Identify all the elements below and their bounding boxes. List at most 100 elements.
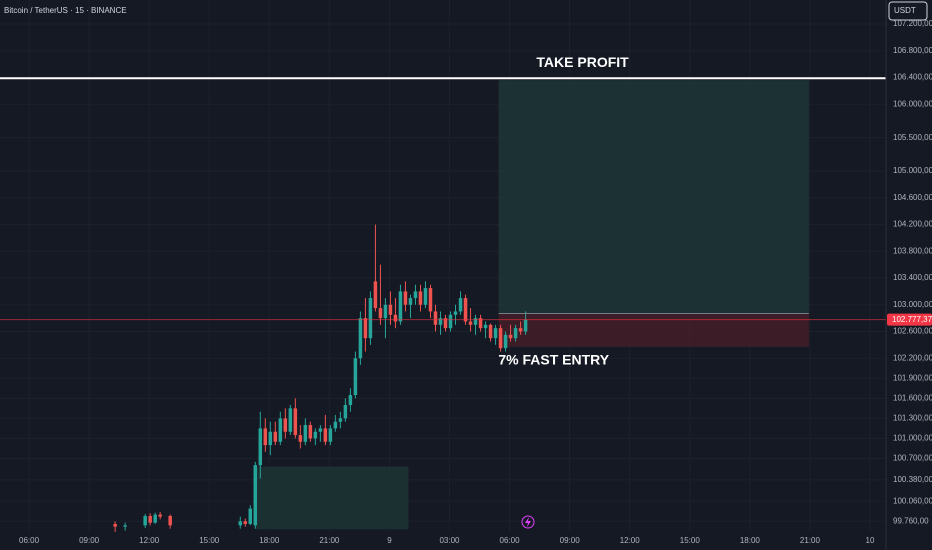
x-tick-label: 21:00 bbox=[319, 536, 340, 545]
x-tick-label: 10 bbox=[866, 536, 875, 545]
y-tick-label: 104.200,00 bbox=[893, 220, 932, 229]
candle-body bbox=[253, 465, 258, 526]
y-tick-label: 101.000,00 bbox=[893, 434, 932, 443]
x-tick-label: 21:00 bbox=[800, 536, 821, 545]
candle-body bbox=[293, 408, 298, 436]
currency-button[interactable] bbox=[888, 1, 928, 21]
candle-body bbox=[513, 328, 518, 339]
candle-body bbox=[448, 314, 453, 329]
x-tick-label: 06:00 bbox=[500, 536, 521, 545]
last-price-tag bbox=[887, 313, 932, 326]
candle-body bbox=[383, 304, 388, 319]
y-tick-label: 103.400,00 bbox=[893, 273, 932, 282]
candle-body bbox=[308, 425, 313, 439]
candle-body bbox=[378, 308, 383, 319]
candle-body bbox=[468, 321, 473, 325]
y-tick-label: 101.300,00 bbox=[893, 413, 932, 422]
x-tick-label: 09:00 bbox=[560, 536, 581, 545]
y-tick-label: 99.760,00 bbox=[893, 516, 929, 525]
x-tick-label: 9 bbox=[387, 536, 392, 545]
candle-body bbox=[453, 311, 458, 315]
candle-body bbox=[158, 514, 162, 517]
x-tick-label: 09:00 bbox=[79, 536, 100, 545]
candle-body bbox=[243, 521, 248, 524]
event-icon-bolt[interactable] bbox=[525, 517, 531, 527]
candle-body bbox=[458, 298, 463, 312]
y-tick-label: 105.000,00 bbox=[893, 166, 932, 175]
currency-button-label[interactable]: USDT bbox=[894, 6, 916, 15]
candle-body bbox=[473, 318, 478, 325]
candle-body bbox=[398, 291, 403, 322]
candle-body bbox=[408, 298, 413, 305]
y-tick-label: 100.700,00 bbox=[893, 454, 932, 463]
candle-body bbox=[113, 523, 117, 527]
candle-body bbox=[488, 324, 493, 339]
candle-body bbox=[373, 281, 378, 309]
candle-body bbox=[168, 515, 172, 526]
candle-body bbox=[363, 318, 368, 339]
candle-body bbox=[433, 311, 438, 325]
y-tick-label: 102.200,00 bbox=[893, 353, 932, 362]
candle-body bbox=[388, 304, 393, 315]
y-tick-label: 101.900,00 bbox=[893, 373, 932, 382]
candle-body bbox=[418, 291, 423, 305]
y-tick-label: 100.380,00 bbox=[893, 475, 932, 484]
candle-body bbox=[148, 515, 152, 523]
candle-body bbox=[288, 408, 293, 432]
x-tick-label: 15:00 bbox=[199, 536, 220, 545]
last-price-label: 102.777,37 bbox=[892, 315, 932, 324]
candle-body bbox=[263, 428, 268, 446]
candle-body bbox=[428, 288, 433, 312]
event-icon[interactable] bbox=[521, 515, 535, 529]
position-zone bbox=[498, 313, 809, 347]
candle-body bbox=[368, 298, 373, 339]
candle-body bbox=[238, 521, 243, 526]
candle-body bbox=[123, 525, 127, 527]
candle-body bbox=[423, 288, 428, 305]
candle-body bbox=[518, 328, 523, 332]
candle-body bbox=[333, 421, 338, 429]
candle-body bbox=[343, 405, 348, 419]
candle-body bbox=[403, 291, 408, 305]
candle-body bbox=[348, 394, 353, 406]
candle-body bbox=[438, 318, 443, 325]
candle-body bbox=[248, 508, 253, 524]
x-tick-label: 06:00 bbox=[19, 536, 40, 545]
symbol-title: Bitcoin / TetherUS · 15 · BINANCE bbox=[4, 6, 127, 15]
y-tick-label: 104.600,00 bbox=[893, 193, 932, 202]
candle-body bbox=[323, 428, 328, 442]
candle-body bbox=[318, 428, 323, 432]
candle-body bbox=[508, 334, 513, 339]
x-tick-label: 12:00 bbox=[139, 536, 160, 545]
x-tick-label: 18:00 bbox=[740, 536, 761, 545]
candle-body bbox=[503, 334, 508, 349]
x-tick-label: 18:00 bbox=[259, 536, 280, 545]
y-tick-label: 105.500,00 bbox=[893, 133, 932, 142]
candle-body bbox=[353, 358, 358, 395]
candle-body bbox=[328, 428, 333, 442]
position-zone bbox=[255, 466, 409, 530]
candle-body bbox=[493, 328, 498, 339]
position-zone bbox=[498, 80, 809, 314]
candle-body bbox=[498, 328, 503, 349]
y-tick-label: 106.800,00 bbox=[893, 46, 932, 55]
candle-body bbox=[443, 318, 448, 329]
y-tick-label: 102.600,00 bbox=[893, 327, 932, 336]
y-tick-label: 101.600,00 bbox=[893, 393, 932, 402]
y-tick-label: 106.400,00 bbox=[893, 73, 932, 82]
candle-body bbox=[143, 515, 147, 526]
candle-body bbox=[298, 435, 303, 442]
take-profit-label: TAKE PROFIT bbox=[536, 54, 629, 70]
candle-body bbox=[313, 431, 318, 439]
x-tick-label: 03:00 bbox=[439, 536, 460, 545]
y-tick-label: 100.060,00 bbox=[893, 496, 932, 505]
candle-body bbox=[463, 298, 468, 322]
candle-body bbox=[523, 319, 528, 332]
x-tick-label: 15:00 bbox=[680, 536, 701, 545]
candle-body bbox=[153, 514, 157, 523]
candle-body bbox=[273, 431, 278, 442]
candle-body bbox=[283, 418, 288, 432]
candle-body bbox=[483, 324, 488, 329]
candle-body bbox=[258, 428, 263, 466]
